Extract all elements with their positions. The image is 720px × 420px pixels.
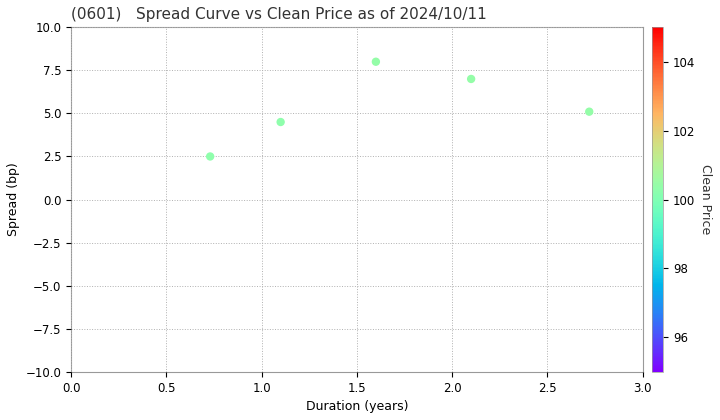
X-axis label: Duration (years): Duration (years) (305, 400, 408, 413)
Text: (0601)   Spread Curve vs Clean Price as of 2024/10/11: (0601) Spread Curve vs Clean Price as of… (71, 7, 487, 22)
Point (370, 58, 382, 65)
Y-axis label: Clean Price: Clean Price (699, 164, 712, 235)
Point (583, 108, 595, 115)
Y-axis label: Spread (bp): Spread (bp) (7, 163, 20, 236)
Point (275, 119, 287, 126)
Point (465, 76, 477, 82)
Point (204, 153, 216, 160)
